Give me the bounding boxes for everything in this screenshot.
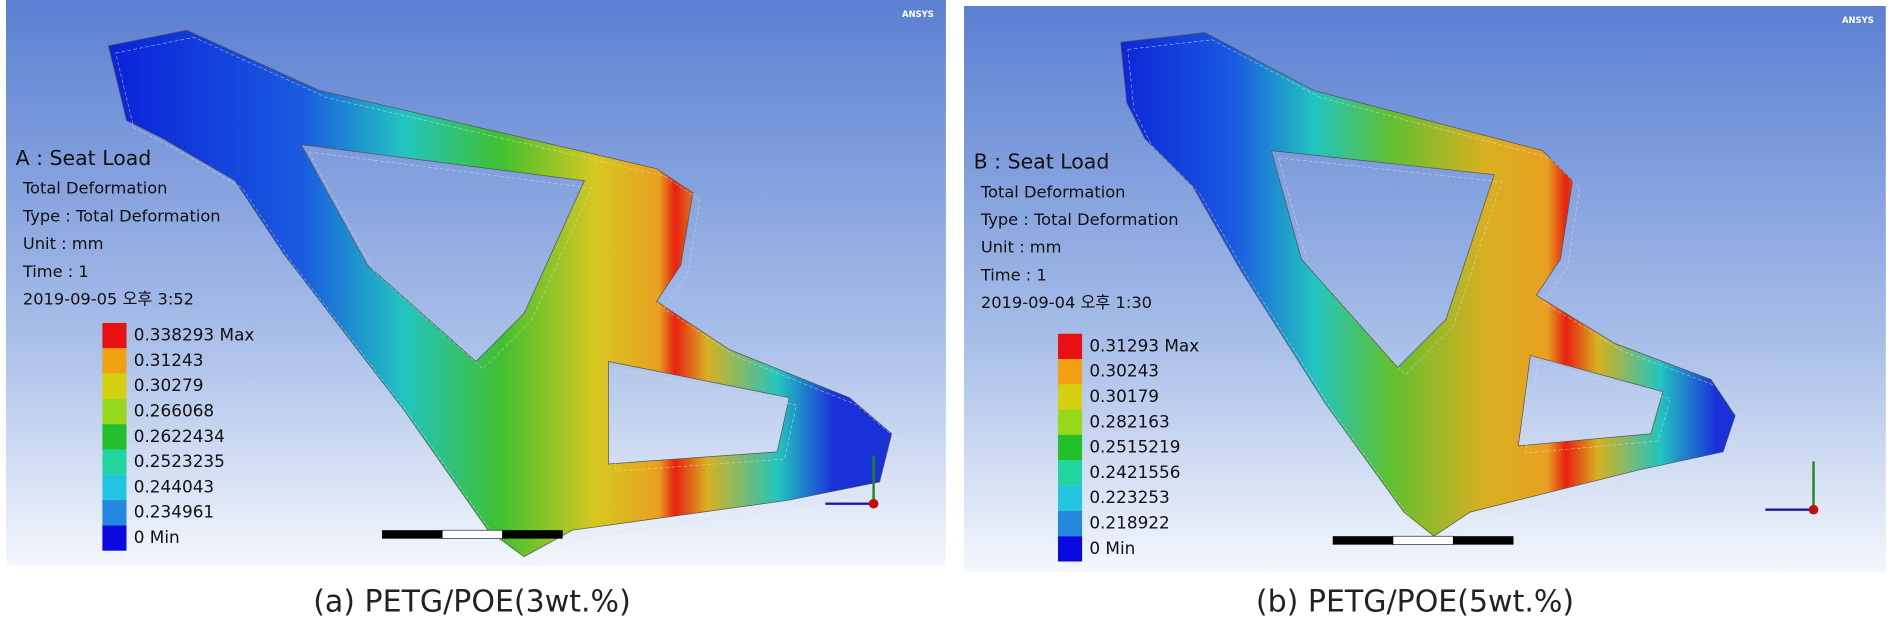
legend-swatch bbox=[102, 322, 127, 349]
legend-label: 0 Min bbox=[134, 527, 180, 547]
legend-swatch bbox=[102, 500, 127, 526]
result-info: Time : 1 bbox=[22, 262, 89, 281]
scale-bar bbox=[381, 530, 443, 539]
legend-swatch bbox=[102, 449, 127, 475]
legend-swatch bbox=[1057, 434, 1083, 461]
legend-label: 0.30243 bbox=[1089, 361, 1159, 381]
axis-triad bbox=[1808, 504, 1819, 515]
legend-label: 0.234961 bbox=[134, 502, 214, 522]
result-info: Total Deformation bbox=[980, 182, 1126, 201]
result-info: Unit : mm bbox=[981, 238, 1062, 257]
result-info: 2019-09-04 오후 1:30 bbox=[981, 293, 1152, 312]
scale-bar bbox=[502, 530, 563, 539]
panel: ANSYS A : Seat Load Total Deformation Type … bbox=[6, 0, 946, 567]
lattice-mesh bbox=[1127, 39, 1743, 544]
legend-swatch bbox=[1057, 384, 1083, 410]
result-info: Total Deformation bbox=[22, 179, 168, 198]
frame-model bbox=[1120, 32, 1736, 537]
legend-label: 0.338293 Max bbox=[134, 325, 255, 345]
legend-swatch bbox=[1057, 333, 1083, 360]
result-info: 2019-09-05 오후 3:52 bbox=[23, 290, 194, 309]
legend-label: 0.282163 bbox=[1089, 411, 1169, 431]
legend-label: 0.2421556 bbox=[1089, 462, 1180, 482]
result-info: Type : Total Deformation bbox=[22, 206, 221, 225]
legend-label: 0.244043 bbox=[134, 476, 214, 496]
caption: (b) PETG/POE(5wt.%) bbox=[1256, 585, 1574, 620]
legend-swatch bbox=[1057, 485, 1083, 511]
scale-bar bbox=[441, 529, 503, 539]
legend-label: 0.31243 bbox=[134, 350, 204, 370]
legend-swatch bbox=[102, 348, 127, 374]
legend-swatch bbox=[102, 474, 127, 501]
legend-label: 0.218922 bbox=[1089, 513, 1169, 533]
axis-triad bbox=[868, 498, 879, 509]
legend-label: 0.31293 Max bbox=[1089, 335, 1199, 355]
scale-bar bbox=[1332, 536, 1393, 545]
panel: ANSYS B : Seat Load Total Deformation Type … bbox=[964, 6, 1886, 573]
legend-label: 0.2523235 bbox=[134, 451, 225, 471]
frame-model bbox=[107, 29, 893, 558]
logo: ANSYS bbox=[1842, 15, 1874, 25]
legend-label: 0.30279 bbox=[134, 375, 204, 395]
legend-swatch bbox=[1057, 359, 1083, 385]
legend-label: 0.2515219 bbox=[1089, 437, 1180, 457]
result-info: Unit : mm bbox=[23, 234, 104, 253]
result-info: Time : 1 bbox=[980, 265, 1047, 284]
legend-label: 0.266068 bbox=[134, 401, 214, 421]
legend-swatch bbox=[1057, 409, 1083, 435]
legend-swatch bbox=[1057, 460, 1083, 486]
legend-swatch bbox=[1057, 536, 1083, 562]
legend-label: 0.2622434 bbox=[134, 426, 225, 446]
result-title: B : Seat Load bbox=[974, 150, 1110, 174]
scale-bar bbox=[1392, 535, 1454, 545]
result-info: Type : Total Deformation bbox=[980, 210, 1179, 229]
logo: ANSYS bbox=[902, 9, 934, 19]
lattice-mesh bbox=[115, 37, 900, 565]
legend-swatch bbox=[102, 373, 127, 399]
scale-bar bbox=[1453, 536, 1514, 545]
legend-swatch bbox=[102, 398, 127, 425]
legend-label: 0.223253 bbox=[1089, 487, 1169, 507]
legend-swatch bbox=[1057, 510, 1083, 537]
result-title: A : Seat Load bbox=[16, 146, 152, 170]
legend-swatch bbox=[102, 525, 127, 551]
caption: (a) PETG/POE(3wt.%) bbox=[313, 585, 631, 620]
legend-swatch bbox=[102, 424, 127, 450]
legend-label: 0.30179 bbox=[1089, 386, 1159, 406]
legend-label: 0 Min bbox=[1089, 538, 1135, 558]
